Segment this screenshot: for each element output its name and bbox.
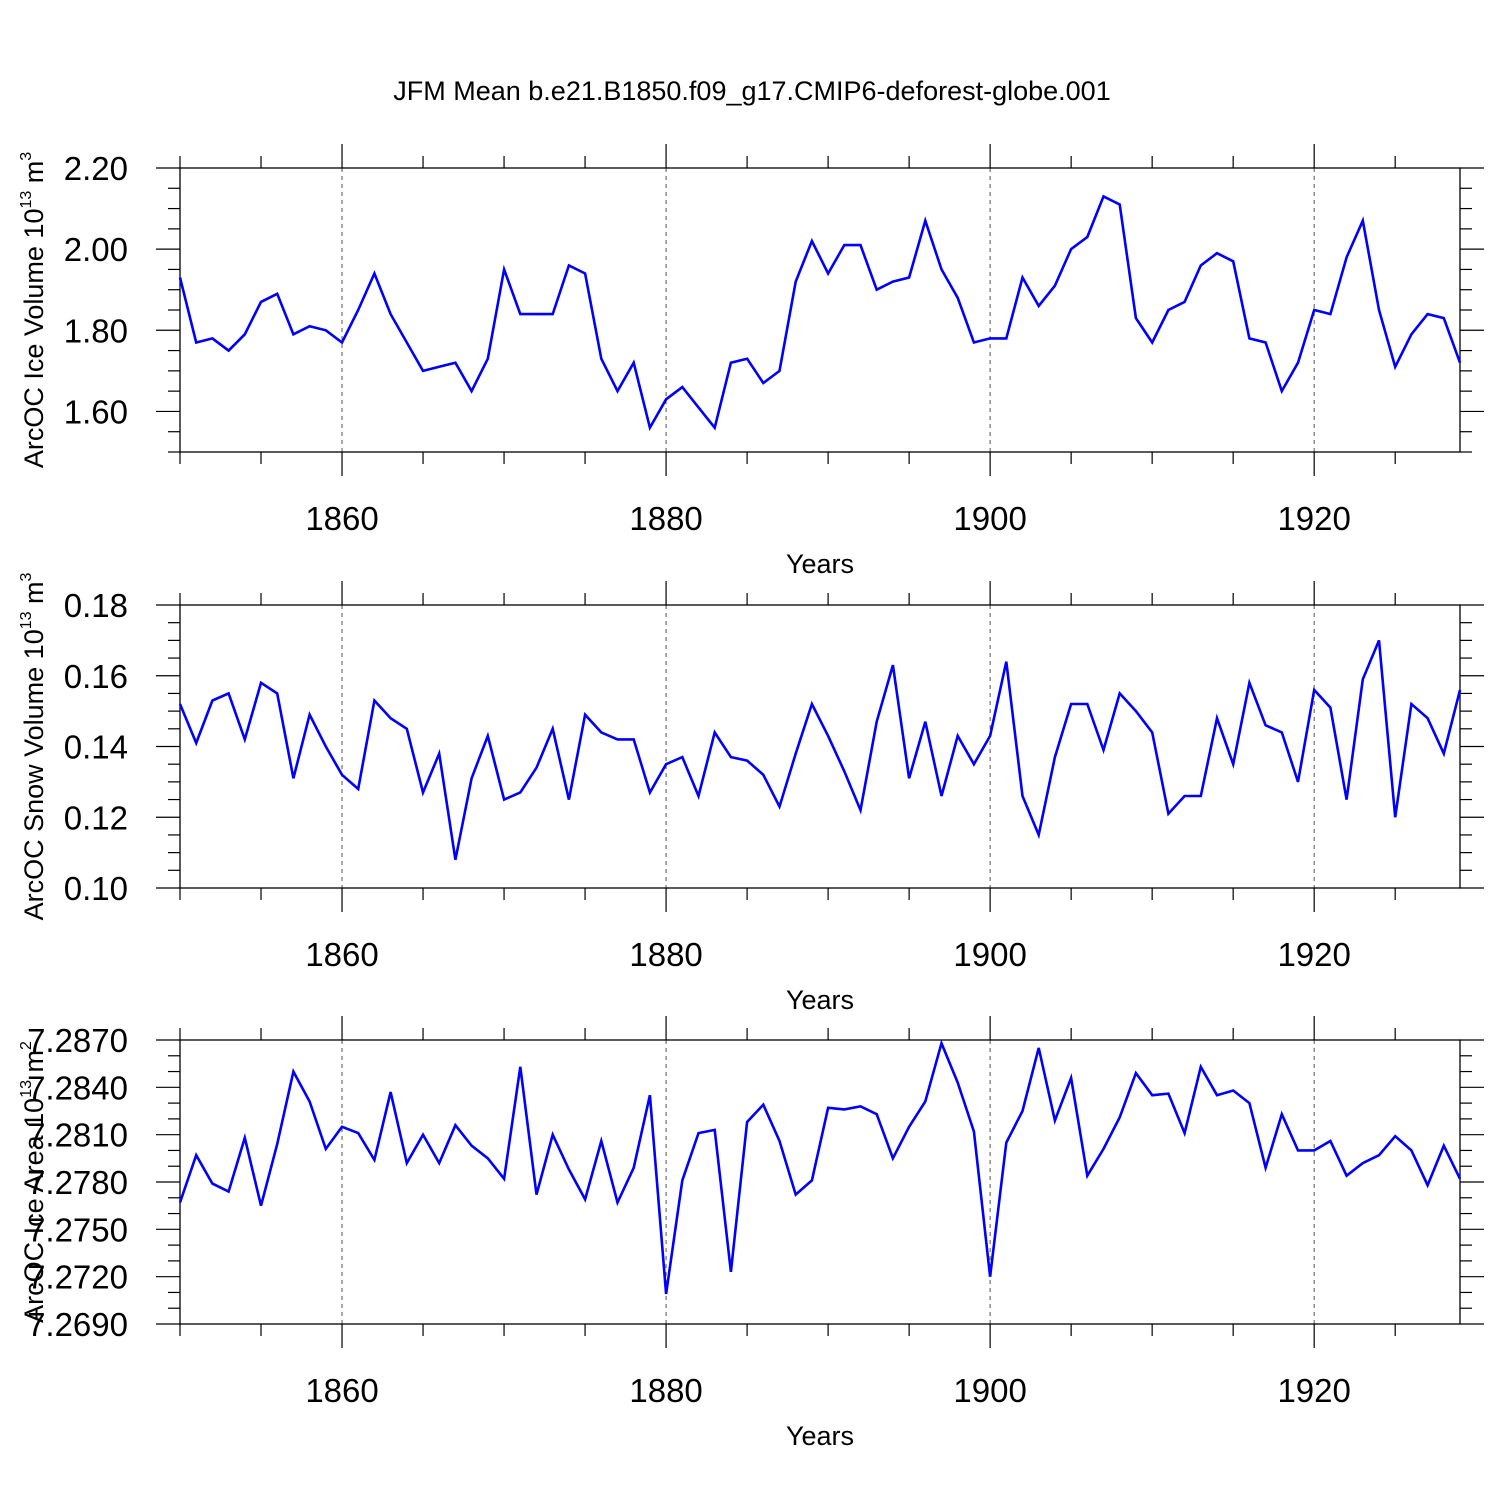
- ytick-label: 0.12: [64, 799, 128, 836]
- xtick-label: 1860: [305, 1372, 378, 1409]
- ytick-label: 7.2690: [27, 1306, 128, 1343]
- ytick-label: 1.60: [64, 393, 128, 430]
- x-axis-title: Years: [786, 1421, 854, 1451]
- xtick-label: 1880: [629, 500, 702, 537]
- plot-frame: [179, 1039, 1461, 1325]
- ytick-label: 7.2750: [27, 1211, 128, 1248]
- ytick-label: 7.2840: [27, 1069, 128, 1106]
- xtick-label: 1900: [953, 1372, 1026, 1409]
- xtick-label: 1900: [953, 936, 1026, 973]
- y-axis-title: ArcOC Ice Volume 1013 m3: [18, 152, 49, 468]
- y-axis-title: ArcOC Snow Volume 1013 m3: [18, 572, 49, 920]
- panel-ice-area: 7.2690 7.2720 7.2750 7.2780 7.2810 7.2840 7.28…: [18, 1016, 1484, 1451]
- xtick-label: 1860: [305, 500, 378, 537]
- panel-snow-volume: 0.10 0.12 0.14 0.16 0.18 1860 1880 1900 1920 Year…: [18, 572, 1484, 1015]
- ytick-label: 2.00: [64, 231, 128, 268]
- panel-ice-volume: 1.60 1.80 2.00 2.20 1860 1880 1900 1920 Years Arc…: [18, 144, 1484, 579]
- ytick-label: 2.20: [64, 150, 128, 187]
- ytick-label: 0.16: [64, 658, 128, 695]
- series-line-ice-area: [178, 1039, 1462, 1295]
- y-axis-title: ArcOC Ice Area 1013 m2: [18, 1041, 49, 1323]
- xtick-label: 1900: [953, 500, 1026, 537]
- series-line-ice-volume: [178, 194, 1462, 432]
- ytick-label: 1.80: [64, 312, 128, 349]
- xtick-label: 1920: [1277, 500, 1350, 537]
- xtick-label: 1920: [1277, 936, 1350, 973]
- ytick-label: 7.2810: [27, 1117, 128, 1154]
- xtick-label: 1880: [629, 1372, 702, 1409]
- series-line-snow-volume: [178, 639, 1462, 860]
- xtick-label: 1920: [1277, 1372, 1350, 1409]
- x-axis-title: Years: [786, 985, 854, 1015]
- ytick-label: 0.18: [64, 587, 128, 624]
- ytick-label: 7.2720: [27, 1259, 128, 1296]
- ytick-label: 7.2780: [27, 1164, 128, 1201]
- plot-frame: [179, 167, 1461, 453]
- ytick-label: 0.14: [64, 729, 128, 766]
- plot-frame: [179, 604, 1461, 889]
- xtick-label: 1880: [629, 936, 702, 973]
- chart-title: JFM Mean b.e21.B1850.f09_g17.CMIP6-defor…: [393, 76, 1110, 106]
- xtick-label: 1860: [305, 936, 378, 973]
- x-axis-title: Years: [786, 549, 854, 579]
- ytick-label: 0.10: [64, 870, 128, 907]
- ytick-label: 7.2870: [27, 1022, 128, 1059]
